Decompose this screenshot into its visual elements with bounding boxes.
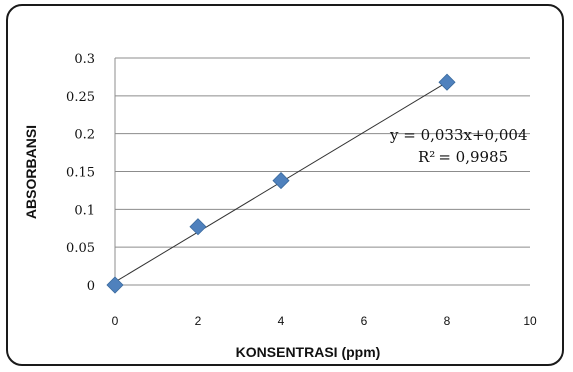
y-tick-label: 0.3 xyxy=(74,52,95,67)
data-point xyxy=(189,218,207,236)
y-tick-label: 0.1 xyxy=(74,203,95,218)
x-tick-label: 4 xyxy=(278,314,285,328)
r-squared-value: = 0,9985 xyxy=(438,148,508,166)
data-point xyxy=(106,276,124,294)
y-tick-label: 0.2 xyxy=(74,128,95,143)
y-axis-label: ABSORBANSI xyxy=(23,125,39,219)
r-squared-symbol: R² xyxy=(418,148,435,166)
x-tick-label: 2 xyxy=(195,314,202,328)
y-tick-labels: 0 0.05 0.1 0.15 0.2 0.25 0.3 xyxy=(66,52,95,294)
trendline-equation: y = 0,033x+0,004 xyxy=(389,126,528,144)
r-squared-label: R² = 0,9985 xyxy=(418,148,508,166)
x-tick-labels: 0 2 4 6 8 10 xyxy=(112,314,537,328)
data-points xyxy=(106,73,456,294)
x-tick-label: 8 xyxy=(444,314,451,328)
x-axis-label: KONSENTRASI (ppm) xyxy=(236,344,381,360)
x-tick-label: 10 xyxy=(523,314,537,328)
y-tick-label: 0 xyxy=(87,279,95,294)
data-point xyxy=(272,172,290,190)
y-tick-label: 0.05 xyxy=(66,241,95,256)
data-point xyxy=(438,73,456,91)
x-tick-label: 6 xyxy=(361,314,368,328)
y-tick-label: 0.25 xyxy=(66,90,95,105)
gridlines xyxy=(114,57,530,286)
y-tick-label: 0.15 xyxy=(66,166,95,181)
x-tick-label: 0 xyxy=(112,314,119,328)
